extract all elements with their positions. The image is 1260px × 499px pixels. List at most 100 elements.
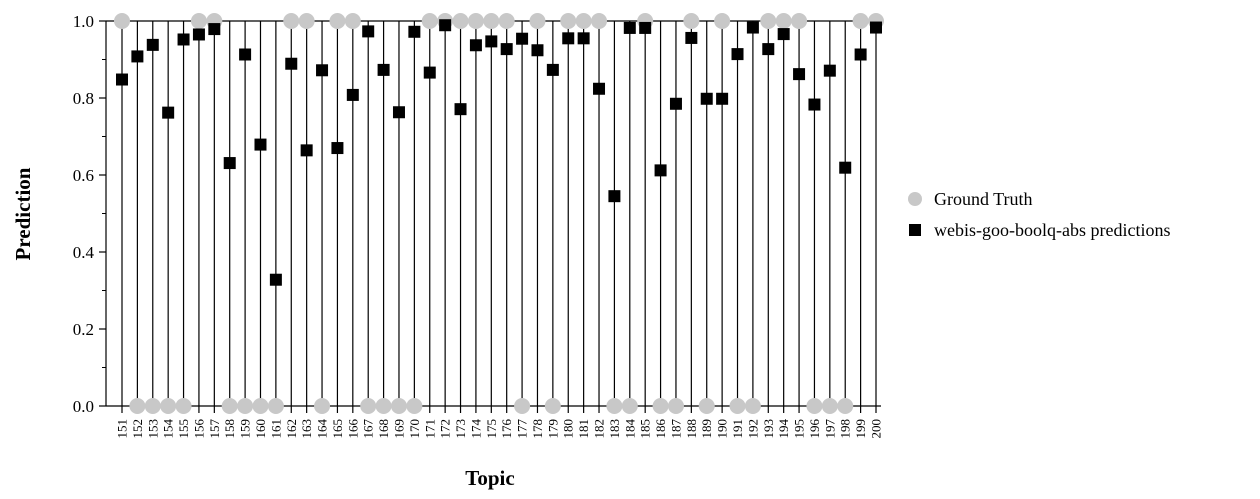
prediction-point-170 xyxy=(408,25,421,38)
prediction-point-183 xyxy=(608,190,621,203)
prediction-point-186 xyxy=(654,164,667,177)
prediction-point-158 xyxy=(223,157,236,170)
x-tick-label-152: 152 xyxy=(130,419,145,439)
x-tick-label-159: 159 xyxy=(238,419,253,439)
prediction-point-179 xyxy=(546,63,559,76)
prediction-point-177 xyxy=(516,32,529,45)
x-tick-label-187: 187 xyxy=(668,419,683,439)
x-tick-label-154: 154 xyxy=(161,419,176,439)
ground-truth-point-186 xyxy=(652,398,669,414)
ground-truth-point-194 xyxy=(775,13,792,29)
ground-truth-point-159 xyxy=(237,398,254,414)
x-tick-label-170: 170 xyxy=(407,419,422,439)
prediction-point-200 xyxy=(870,21,882,34)
prediction-point-191 xyxy=(731,48,744,61)
x-tick-label-165: 165 xyxy=(330,419,345,439)
prediction-point-160 xyxy=(254,138,267,151)
ground-truth-point-190 xyxy=(714,13,731,29)
prediction-point-162 xyxy=(285,57,298,70)
prediction-point-181 xyxy=(577,32,590,45)
prediction-point-172 xyxy=(439,19,452,32)
prediction-point-165 xyxy=(331,142,344,155)
prediction-point-153 xyxy=(146,38,159,51)
x-tick-label-190: 190 xyxy=(715,419,730,439)
y-tick-label-0.4: 0.4 xyxy=(73,243,95,262)
y-tick-label-0.6: 0.6 xyxy=(73,166,94,185)
prediction-point-159 xyxy=(239,48,252,61)
legend-prediction-marker xyxy=(909,224,921,236)
ground-truth-point-191 xyxy=(729,398,746,414)
prediction-point-180 xyxy=(562,32,575,45)
ground-truth-point-164 xyxy=(314,398,331,414)
ground-truth-point-196 xyxy=(806,398,823,414)
ground-truth-point-199 xyxy=(852,13,869,29)
prediction-point-152 xyxy=(131,50,144,63)
prediction-point-187 xyxy=(669,97,682,110)
x-tick-label-195: 195 xyxy=(792,419,807,439)
x-tick-label-186: 186 xyxy=(653,419,668,439)
ground-truth-point-180 xyxy=(560,13,577,29)
x-tick-label-156: 156 xyxy=(191,419,206,439)
x-tick-label-192: 192 xyxy=(745,419,760,439)
prediction-point-197 xyxy=(823,64,836,77)
ground-truth-point-188 xyxy=(683,13,700,29)
ground-truth-point-178 xyxy=(529,13,546,29)
prediction-point-155 xyxy=(177,33,190,46)
prediction-point-154 xyxy=(162,106,175,119)
ground-truth-point-184 xyxy=(621,398,638,414)
x-tick-label-158: 158 xyxy=(222,419,237,439)
prediction-point-192 xyxy=(746,21,759,34)
y-tick-label-0.8: 0.8 xyxy=(73,89,94,108)
prediction-point-157 xyxy=(208,23,221,36)
prediction-point-175 xyxy=(485,35,498,48)
prediction-point-166 xyxy=(346,88,359,101)
ground-truth-point-161 xyxy=(267,398,284,414)
x-tick-label-176: 176 xyxy=(499,418,514,438)
x-tick-label-162: 162 xyxy=(284,419,299,439)
x-tick-label-153: 153 xyxy=(145,419,160,439)
ground-truth-point-174 xyxy=(467,13,484,29)
x-tick-label-183: 183 xyxy=(607,419,622,439)
x-tick-label-193: 193 xyxy=(761,419,776,439)
topic-grid-lines xyxy=(121,21,877,406)
x-tick-label-155: 155 xyxy=(176,419,191,439)
x-tick-label-198: 198 xyxy=(838,419,853,439)
prediction-point-194 xyxy=(777,28,790,41)
x-tick-label-164: 164 xyxy=(315,419,330,439)
prediction-point-178 xyxy=(531,44,544,57)
prediction-point-190 xyxy=(716,92,729,105)
legend-ground-truth-label: Ground Truth xyxy=(934,189,1033,209)
prediction-point-174 xyxy=(469,39,482,52)
legend: Ground Truth webis-goo-boolq-abs predict… xyxy=(908,189,1170,240)
prediction-point-189 xyxy=(700,92,713,105)
prediction-series xyxy=(116,19,882,286)
prediction-point-195 xyxy=(793,68,806,81)
prediction-point-176 xyxy=(500,43,513,56)
ground-truth-point-152 xyxy=(129,398,146,414)
prediction-point-193 xyxy=(762,43,775,56)
ground-truth-point-193 xyxy=(760,13,777,29)
x-tick-label-172: 172 xyxy=(438,419,453,439)
x-tick-label-184: 184 xyxy=(622,419,637,439)
ground-truth-point-182 xyxy=(591,13,608,29)
x-tick-label-178: 178 xyxy=(530,419,545,439)
x-tick-label-163: 163 xyxy=(299,419,314,439)
x-tick-label-197: 197 xyxy=(822,419,837,439)
x-tick-label-196: 196 xyxy=(807,419,822,439)
x-tick-label-180: 180 xyxy=(561,419,576,439)
ground-truth-point-175 xyxy=(483,13,500,29)
prediction-point-163 xyxy=(300,144,313,157)
prediction-point-198 xyxy=(839,161,852,174)
x-tick-label-169: 169 xyxy=(391,419,406,439)
ground-truth-point-181 xyxy=(575,13,592,29)
ground-truth-point-166 xyxy=(344,13,361,29)
x-tick-label-188: 188 xyxy=(684,419,699,439)
ground-truth-point-165 xyxy=(329,13,346,29)
x-tick-label-185: 185 xyxy=(638,419,653,439)
prediction-point-161 xyxy=(269,273,282,286)
x-tick-label-171: 171 xyxy=(422,419,437,439)
prediction-point-184 xyxy=(623,21,636,34)
legend-prediction-label: webis-goo-boolq-abs predictions xyxy=(934,220,1170,240)
x-tick-label-200: 200 xyxy=(869,419,884,439)
